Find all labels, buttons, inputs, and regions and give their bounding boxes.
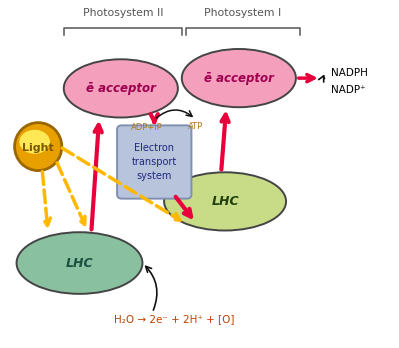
Ellipse shape (64, 59, 178, 118)
Text: ē acceptor: ē acceptor (204, 72, 274, 85)
Text: LHC: LHC (66, 256, 93, 270)
Text: LHC: LHC (211, 195, 239, 208)
Text: NADPH: NADPH (331, 68, 368, 78)
Ellipse shape (182, 49, 296, 107)
Text: ē acceptor: ē acceptor (86, 82, 156, 95)
Text: H₂O → 2e⁻ + 2H⁺ + [O]: H₂O → 2e⁻ + 2H⁺ + [O] (114, 315, 234, 325)
Text: Photosystem II: Photosystem II (83, 8, 163, 18)
FancyBboxPatch shape (117, 125, 192, 199)
Text: Photosystem I: Photosystem I (204, 8, 281, 18)
Ellipse shape (19, 130, 50, 154)
Text: ATP: ATP (188, 121, 203, 130)
Ellipse shape (164, 172, 286, 230)
Text: Light: Light (22, 143, 54, 153)
Ellipse shape (16, 232, 142, 294)
Text: NADP⁺: NADP⁺ (331, 85, 366, 95)
Ellipse shape (15, 122, 62, 171)
Text: Electron
transport
system: Electron transport system (132, 143, 177, 181)
Text: ADP+iP: ADP+iP (130, 123, 162, 132)
